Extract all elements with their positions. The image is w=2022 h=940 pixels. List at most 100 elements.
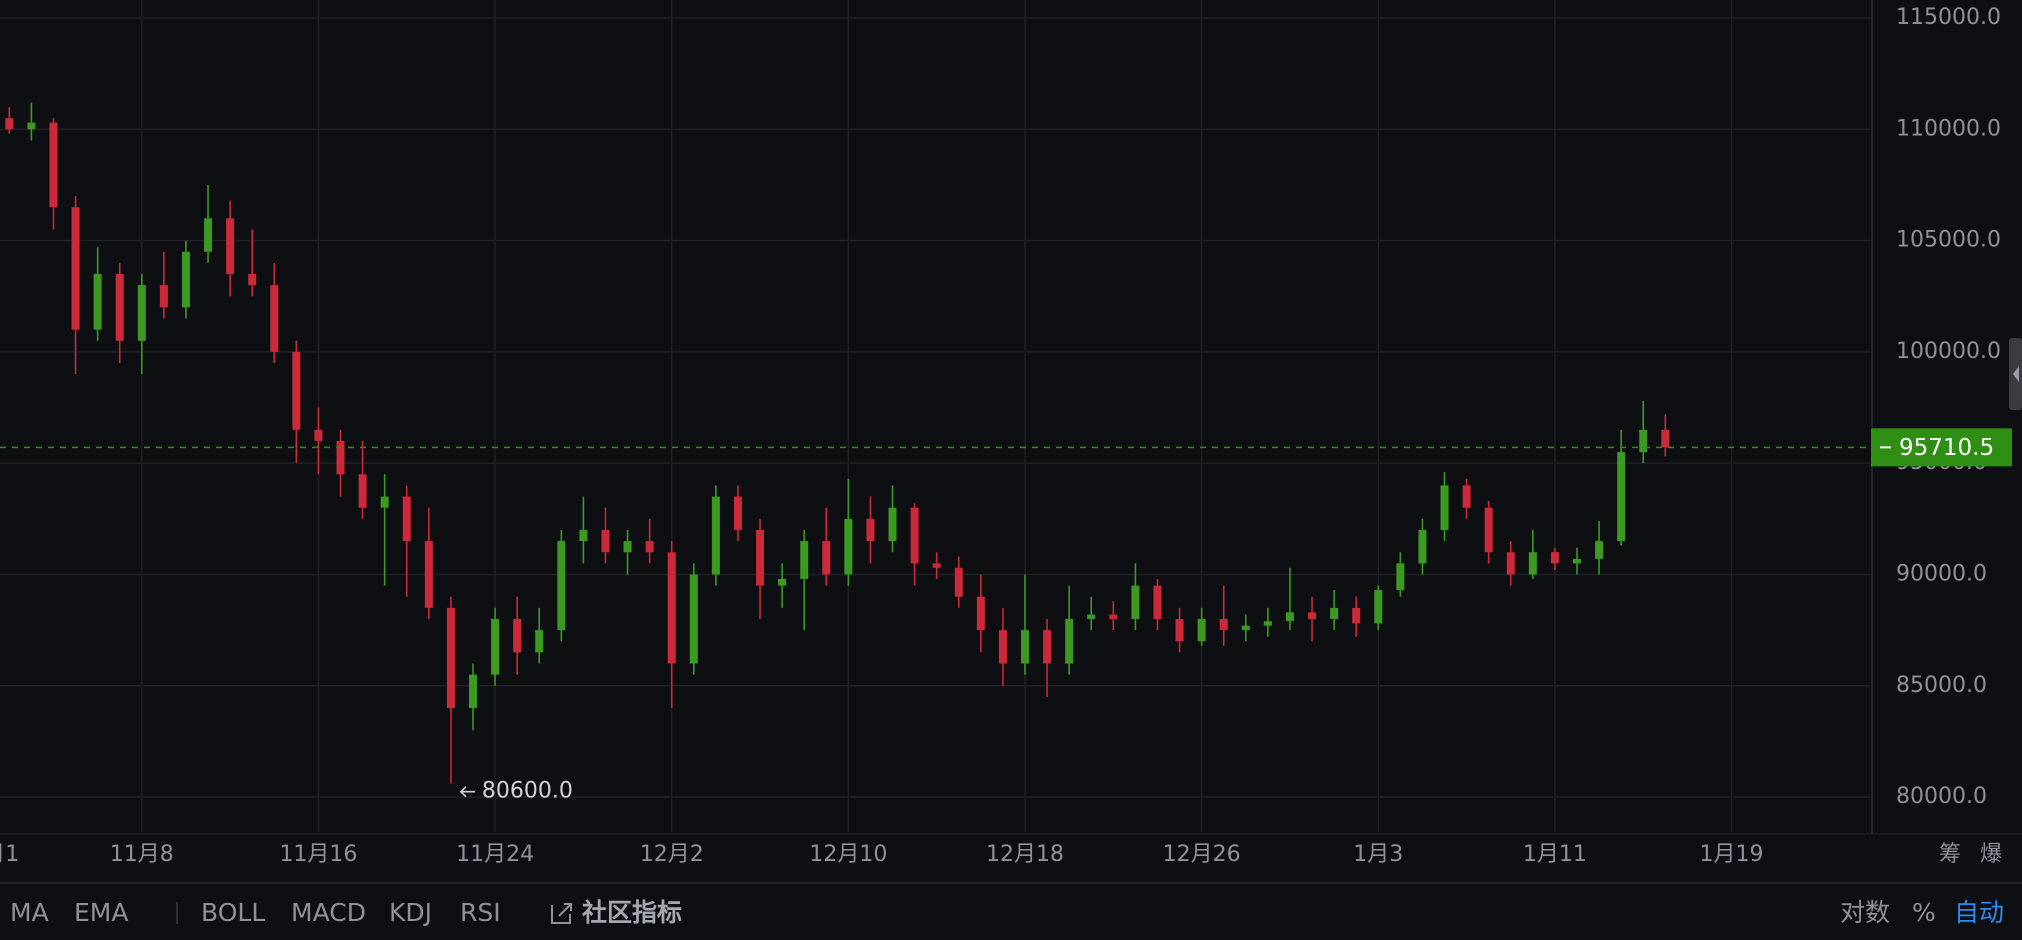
candle-body [1021, 630, 1029, 664]
candle-body [358, 474, 367, 508]
percent-toggle[interactable]: % [1912, 898, 1936, 927]
candle-body [1219, 618, 1228, 631]
auto-toggle[interactable]: 自动 [1954, 898, 2004, 927]
y-tick-label: 115000.0 [1896, 5, 2001, 30]
candle-body [1506, 552, 1515, 575]
candle-body [1617, 452, 1626, 542]
indicator-button[interactable]: KDJ [389, 898, 432, 927]
candle-body [71, 207, 80, 330]
y-tick-label: 100000.0 [1896, 339, 2001, 364]
candle-body [1550, 552, 1559, 564]
candle-body [513, 618, 522, 653]
y-tick-label: 85000.0 [1896, 673, 1987, 698]
candle-body [1330, 607, 1339, 619]
candle-body [910, 507, 919, 564]
candle-body [932, 563, 941, 568]
candle-body [800, 541, 809, 579]
candle-body [1462, 485, 1471, 508]
x-tick-label: 1月19 [1700, 842, 1764, 867]
x-tick-label: 12月18 [986, 842, 1064, 867]
indicator-button[interactable]: RSI [460, 898, 501, 927]
candle-body [1065, 618, 1074, 664]
side-tab[interactable]: 筹 [1939, 842, 1961, 867]
indicator-button[interactable]: MA [10, 898, 49, 927]
candle-body [1528, 552, 1537, 575]
last-price-box [1871, 428, 2012, 467]
candle-body [822, 541, 831, 575]
candle-body [137, 285, 146, 341]
candle-body [1484, 507, 1493, 553]
candle-body [888, 507, 897, 542]
log-toggle[interactable]: 对数 [1840, 898, 1890, 927]
candle-body [159, 285, 168, 308]
grid: 80000.085000.090000.095000.0100000.01050… [0, 0, 2001, 867]
candle-body [1418, 529, 1427, 564]
candle-body [557, 541, 566, 631]
candle-body [667, 552, 676, 664]
candle-body [778, 578, 787, 586]
candle-body [1131, 585, 1140, 619]
candle-body [314, 429, 323, 441]
y-tick-label: 80000.0 [1896, 784, 1987, 809]
candle-body [1639, 429, 1648, 453]
overlay: 95710.5 80600.0 [0, 428, 2012, 804]
candle-body [1308, 612, 1317, 619]
candle-body [645, 541, 654, 553]
candle-body [1087, 614, 1096, 619]
candle-body [689, 574, 698, 664]
icon-arrow [558, 903, 572, 917]
x-tick-label: 11月1 [0, 842, 19, 867]
x-tick-label: 1月11 [1523, 842, 1587, 867]
candle-body [491, 618, 500, 675]
candle-body [1595, 541, 1604, 559]
handle-arrow [2013, 366, 2019, 382]
candle-body [1109, 614, 1118, 619]
candle-body [976, 596, 985, 631]
candle-body [844, 518, 853, 575]
indicator-button[interactable]: BOLL [201, 898, 265, 927]
candle-body [115, 273, 124, 341]
x-tick-label: 1月3 [1353, 842, 1403, 867]
x-tick-label: 11月8 [110, 842, 174, 867]
x-tick-label: 12月10 [809, 842, 887, 867]
candle-body [998, 630, 1007, 664]
candle-body [248, 273, 257, 286]
candle-body [446, 607, 455, 709]
indicator-button[interactable]: MACD [291, 898, 366, 927]
low-arrow [459, 786, 475, 798]
community-icon [551, 903, 572, 924]
x-tick-label: 11月16 [279, 842, 357, 867]
candle-body [1285, 612, 1294, 622]
candle-body [469, 674, 477, 709]
candle-body [49, 122, 58, 208]
candle-body [424, 541, 433, 608]
candle-body [181, 251, 190, 308]
y-tick-label: 105000.0 [1896, 228, 2001, 253]
candle-body [601, 529, 610, 553]
candle-body [27, 122, 36, 130]
community-indicators[interactable]: 社区指标 [582, 898, 682, 927]
candles [5, 102, 1670, 784]
low-label: 80600.0 [482, 779, 573, 804]
candle-body [1175, 618, 1184, 642]
candle-body [1043, 630, 1052, 664]
candle-body [1153, 585, 1162, 619]
candle-body [623, 541, 632, 553]
candle-body [711, 496, 720, 575]
side-tab[interactable]: 爆 [1980, 842, 2002, 867]
candle-body [733, 496, 742, 530]
candle-body [1263, 621, 1272, 626]
candle-body [1661, 429, 1670, 448]
candle-body [866, 518, 875, 542]
y-tick-label: 90000.0 [1896, 561, 1987, 586]
icon-box [551, 905, 571, 924]
candle-body [336, 440, 345, 475]
indicator-button[interactable]: EMA [74, 898, 128, 927]
candle-body [292, 351, 301, 430]
candle-body [756, 529, 765, 586]
candle-body [1374, 590, 1383, 624]
candle-body [1440, 485, 1449, 530]
candle-body [535, 630, 544, 653]
